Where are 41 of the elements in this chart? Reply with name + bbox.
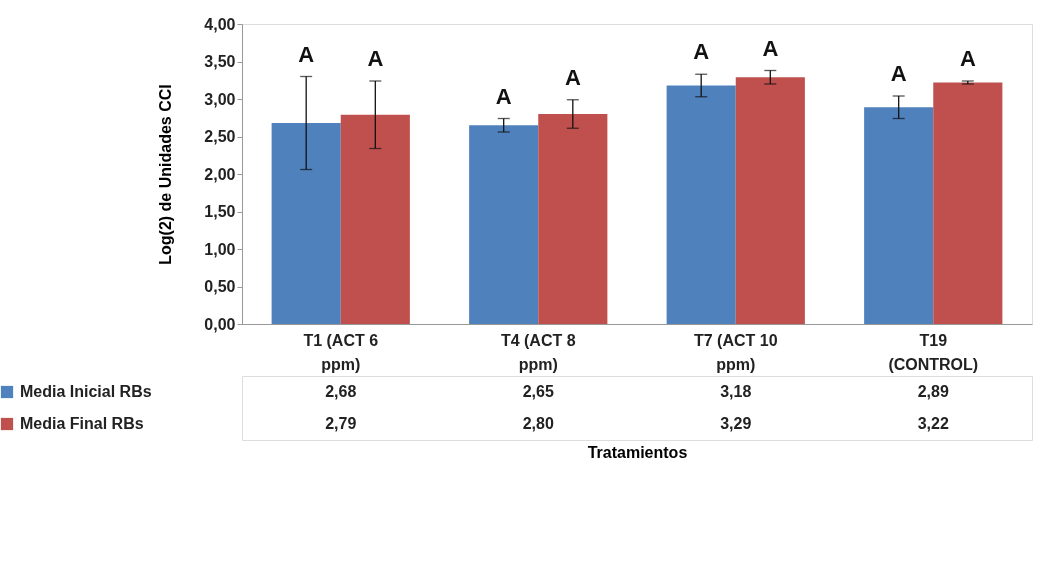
x-tick-label: T7 (ACT 10 ppm) [693,331,778,373]
data-label: 2,79 [325,415,357,432]
data-label: 3,22 [917,415,949,432]
bar [340,114,410,324]
bar [271,123,341,324]
annotation: A [564,64,581,90]
bar [666,85,736,324]
data-label: 2,80 [522,415,554,432]
legend-label: Media Final RBs [20,415,144,432]
data-label: 2,68 [325,383,357,400]
y-tick-label: 0,00 [204,315,236,333]
x-tick-label: T19 (CONTROL) [888,331,979,373]
legend-label: Media Inicial RBs [20,383,152,400]
x-tick-label: T4 (ACT 8 ppm) [500,331,576,373]
annotation: A [367,46,384,71]
y-tick-label: 0,50 [204,278,236,295]
y-axis-title: Log(2) de Unidades CCI [157,84,175,265]
y-tick-label: 1,00 [204,240,236,258]
annotation: A [693,39,710,65]
y-tick-label: 3,00 [204,90,236,108]
data-label: 2,89 [917,383,949,400]
annotation: A [959,46,976,71]
bar [933,82,1003,324]
data-label: 3,29 [720,415,752,432]
y-tick-label: 1,50 [204,203,236,220]
y-tick-label: 2,00 [204,165,236,183]
y-tick-label: 4,00 [204,15,236,33]
bar [469,125,539,324]
annotation: A [890,61,907,86]
annotation: A [495,83,512,109]
data-label: 3,18 [720,383,752,400]
x-axis-title: Tratamientos [587,443,688,461]
x-tick-label: T1 (ACT 6 ppm) [303,331,379,373]
annotation: A [762,35,779,61]
bar [864,107,934,324]
bar [538,114,608,324]
annotation: A [298,41,315,67]
data-label: 2,65 [522,383,554,400]
bar [735,77,805,324]
y-tick-label: 2,50 [204,128,236,145]
y-tick-label: 3,50 [204,53,236,70]
